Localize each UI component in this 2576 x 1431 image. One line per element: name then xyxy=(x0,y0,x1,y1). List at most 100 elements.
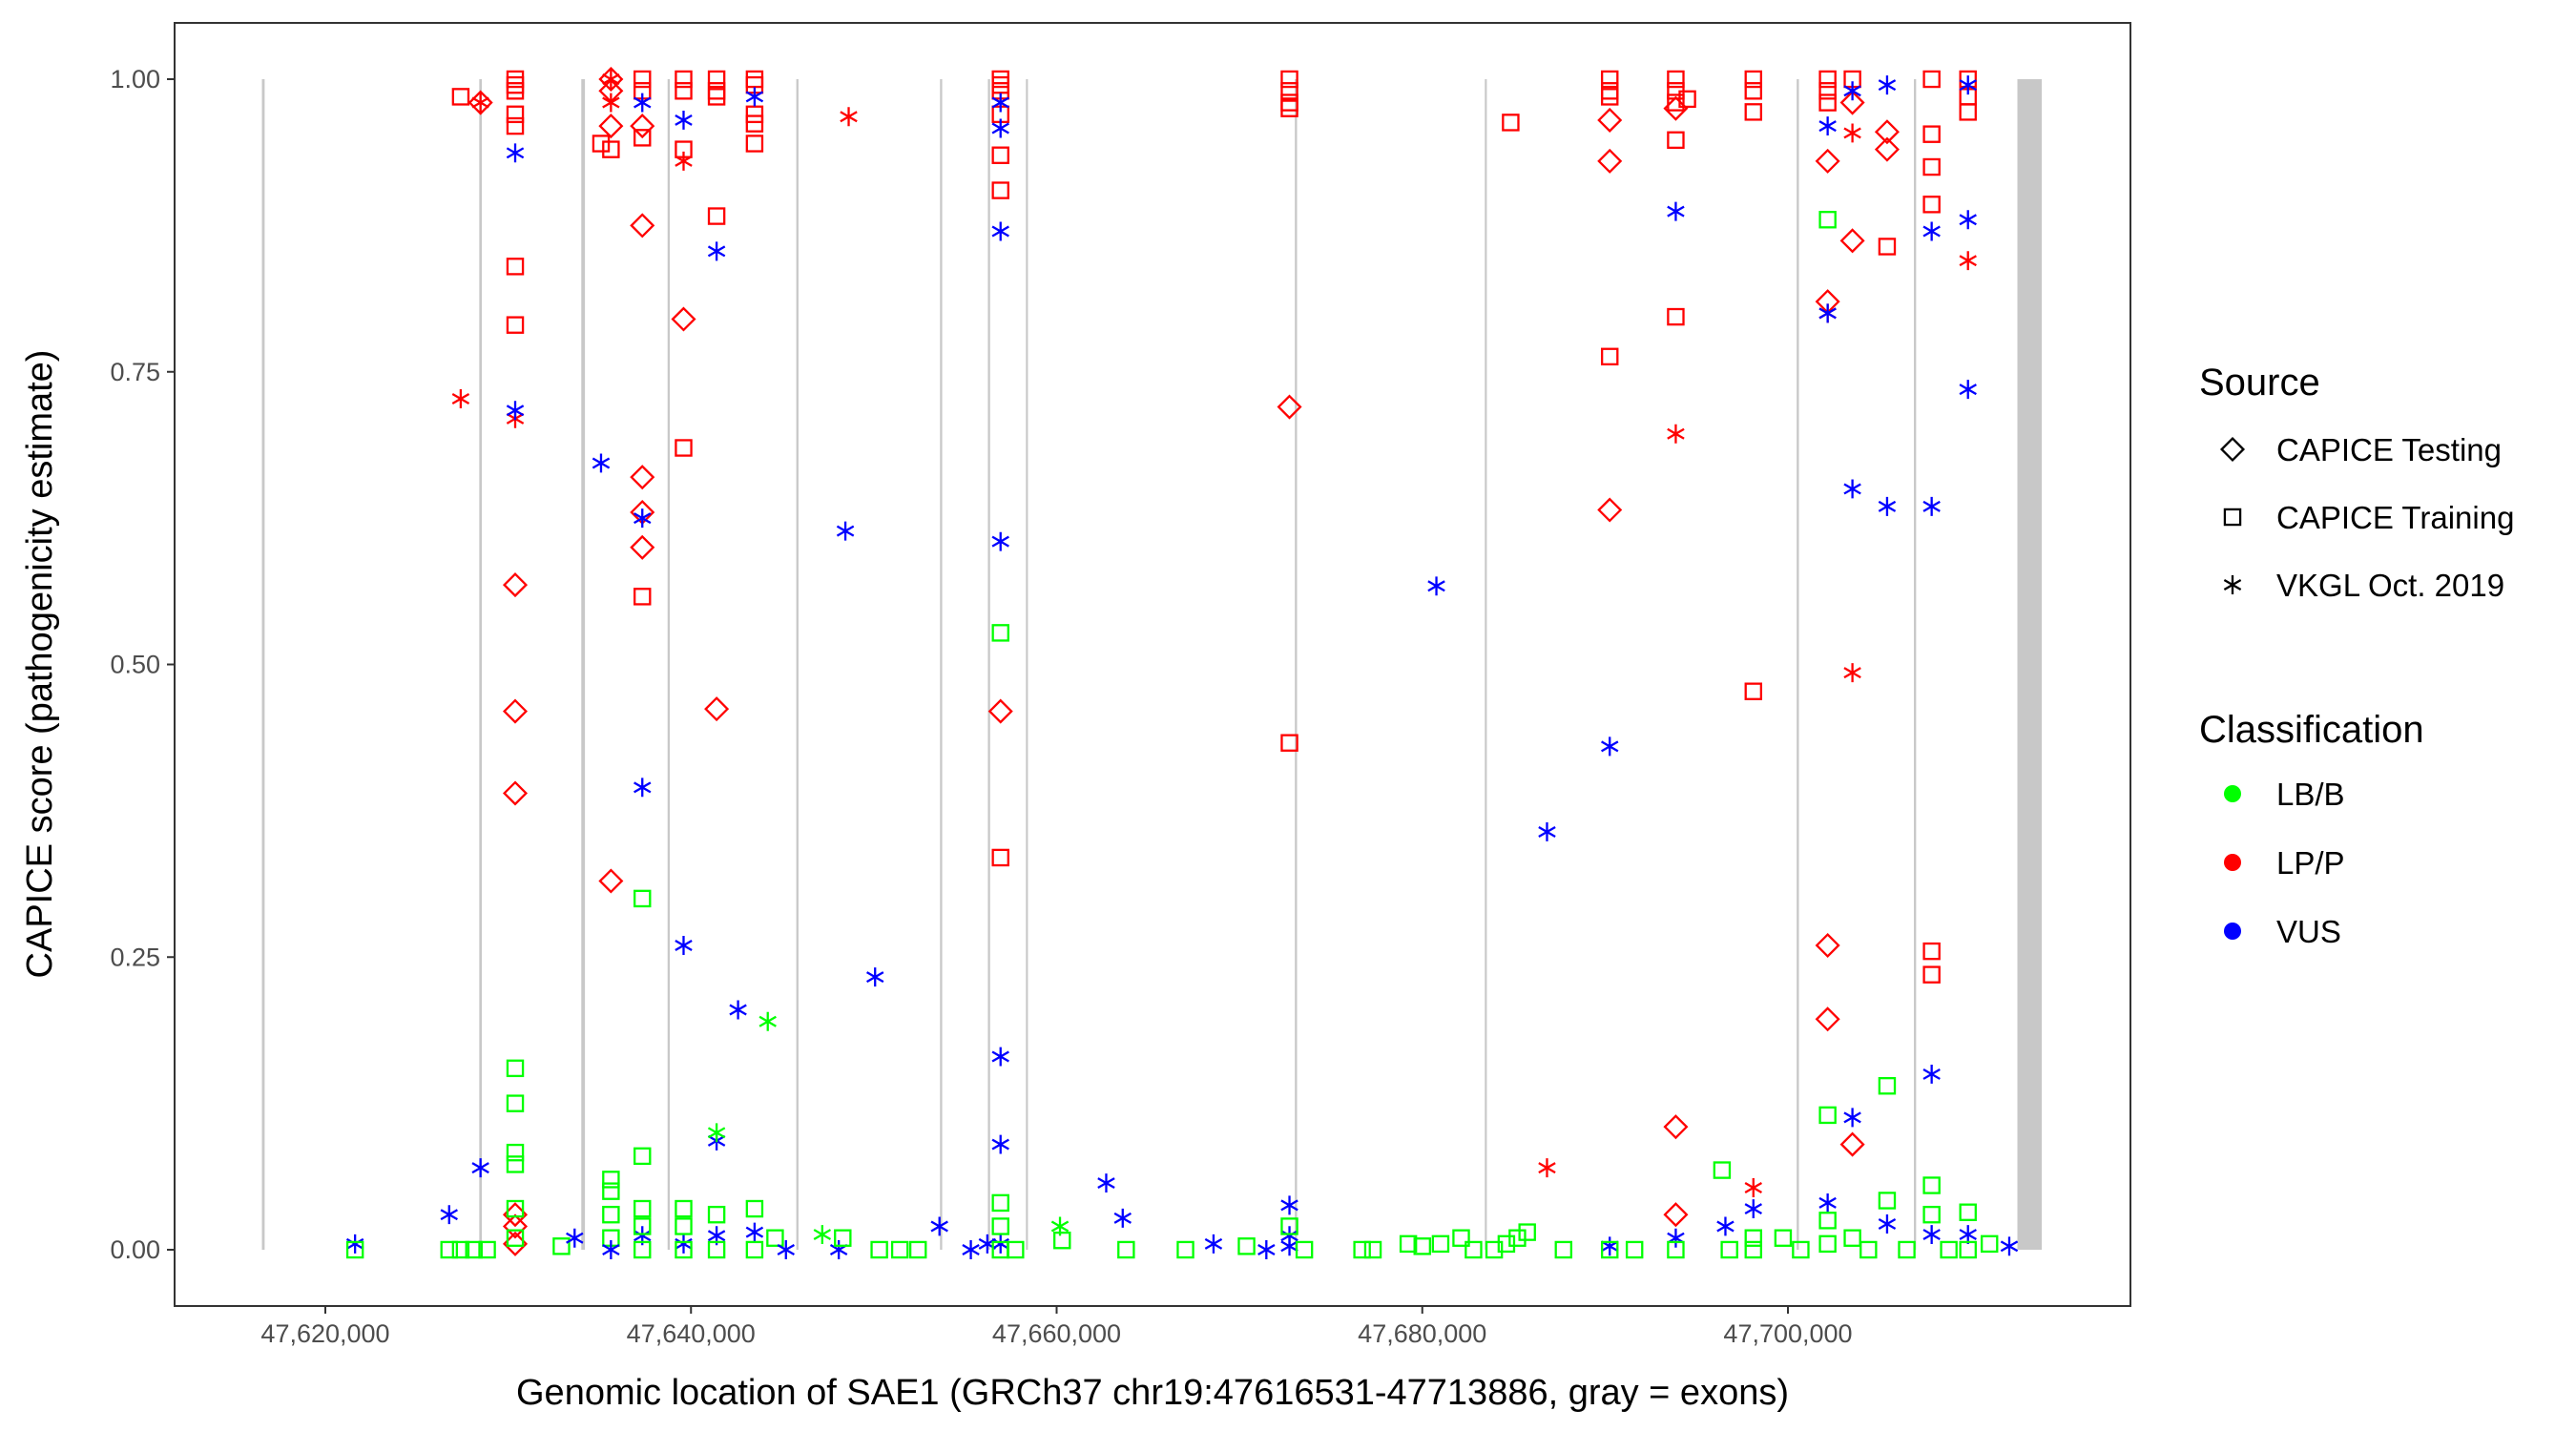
legend-dot-icon xyxy=(2224,923,2241,940)
data-point xyxy=(1744,103,1763,121)
legend-source-title: Source xyxy=(2199,362,2320,404)
data-point xyxy=(1818,1192,1837,1213)
data-point xyxy=(506,1059,525,1078)
data-point xyxy=(1818,70,1837,89)
data-point xyxy=(987,698,1013,724)
exon-bands xyxy=(261,79,2043,1250)
data-point xyxy=(451,88,470,106)
data-point xyxy=(1502,114,1520,132)
data-point xyxy=(1878,238,1897,256)
data-point xyxy=(1597,497,1623,523)
data-point xyxy=(630,213,655,238)
data-point xyxy=(1353,1240,1371,1259)
data-point xyxy=(1980,1234,1999,1254)
data-point xyxy=(1792,1240,1810,1259)
y-tick-label: 0.75 xyxy=(110,358,160,386)
data-point xyxy=(1554,1240,1573,1259)
legend-square-icon xyxy=(2223,508,2242,527)
data-point xyxy=(1843,81,1861,101)
data-point xyxy=(634,93,652,113)
data-point xyxy=(1898,1240,1916,1259)
legend-item-label: CAPICE Training xyxy=(2276,500,2514,535)
y-tick-label: 0.25 xyxy=(110,943,160,971)
data-point xyxy=(1667,201,1685,221)
data-point xyxy=(592,453,611,473)
data-point xyxy=(602,1182,620,1200)
data-point xyxy=(675,1234,693,1254)
data-point xyxy=(1667,424,1685,444)
data-point xyxy=(1600,70,1619,89)
data-point xyxy=(991,146,1009,164)
data-point xyxy=(1843,123,1861,143)
data-point xyxy=(745,1222,764,1242)
data-point xyxy=(675,439,693,457)
data-point xyxy=(991,221,1009,241)
data-point xyxy=(1663,1114,1689,1140)
x-tick-label: 47,620,000 xyxy=(260,1319,389,1348)
data-point xyxy=(745,135,764,153)
data-point xyxy=(836,521,855,541)
data-point xyxy=(1940,1240,1958,1259)
data-point xyxy=(1427,576,1445,596)
data-point xyxy=(1538,1158,1556,1178)
data-point xyxy=(506,1199,525,1218)
data-point xyxy=(1744,1177,1762,1197)
data-point xyxy=(1744,1229,1763,1247)
data-point xyxy=(840,107,858,127)
data-point xyxy=(1959,75,1977,95)
data-point xyxy=(1204,1234,1223,1254)
data-point xyxy=(991,181,1009,199)
data-point xyxy=(451,1240,470,1259)
data-point xyxy=(1280,99,1298,117)
data-point xyxy=(1839,1131,1865,1157)
data-point xyxy=(991,1193,1009,1213)
data-point xyxy=(1839,228,1865,254)
data-point xyxy=(1667,93,1685,112)
data-point xyxy=(465,1240,483,1259)
data-point xyxy=(991,848,1009,867)
legend-classification-title: Classification xyxy=(2199,709,2424,751)
data-point xyxy=(1818,303,1837,323)
data-point xyxy=(991,1234,1009,1254)
data-point xyxy=(1922,1205,1941,1224)
data-point xyxy=(1922,1225,1941,1245)
data-point xyxy=(890,1240,909,1259)
data-point xyxy=(1667,307,1685,326)
data-point xyxy=(592,135,611,153)
x-tick-label: 47,700,000 xyxy=(1723,1319,1852,1348)
data-point xyxy=(991,1047,1009,1067)
data-point xyxy=(707,1123,726,1143)
data-point xyxy=(1843,479,1861,499)
data-point xyxy=(1625,1240,1644,1259)
data-point xyxy=(502,698,529,724)
exon-band xyxy=(479,79,483,1250)
data-point xyxy=(1280,82,1298,100)
data-point xyxy=(675,70,693,89)
data-point xyxy=(707,1205,726,1224)
data-point xyxy=(506,82,525,100)
exon-band xyxy=(940,79,943,1250)
data-point xyxy=(634,889,652,908)
y-tick-label: 0.50 xyxy=(110,651,160,679)
data-point xyxy=(1922,196,1941,214)
data-point xyxy=(707,70,726,89)
legend-diamond-icon xyxy=(2219,436,2246,463)
legend-dot-icon xyxy=(2224,785,2241,802)
data-point xyxy=(1601,736,1619,757)
data-point xyxy=(1843,663,1861,683)
data-point xyxy=(1678,90,1696,109)
data-point xyxy=(675,1217,693,1235)
data-point xyxy=(506,1155,525,1173)
data-point xyxy=(1497,1234,1516,1254)
data-point xyxy=(1600,347,1619,366)
data-point xyxy=(1744,82,1763,100)
data-point xyxy=(908,1240,927,1259)
data-point xyxy=(1117,1240,1135,1259)
data-point xyxy=(675,1240,693,1259)
exon-band xyxy=(261,79,265,1250)
legend-item-label: LB/B xyxy=(2276,777,2345,812)
data-point xyxy=(602,140,620,158)
data-point xyxy=(1878,1214,1897,1234)
data-point xyxy=(1774,1229,1793,1247)
